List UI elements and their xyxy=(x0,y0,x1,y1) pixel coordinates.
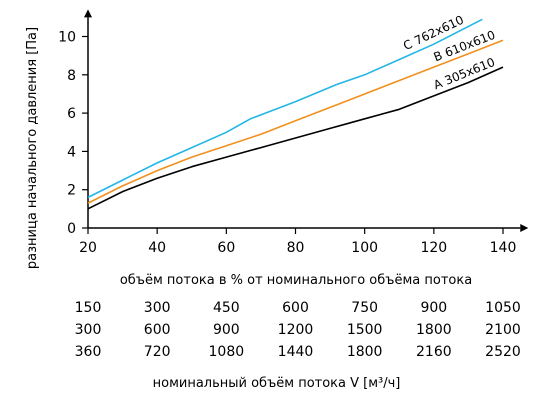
flow-cell: 450 xyxy=(212,300,240,316)
flow-cell: 1800 xyxy=(346,344,383,360)
flow-cell: 1440 xyxy=(277,344,314,360)
x-tick-label: 140 xyxy=(490,240,517,256)
flow-cell: 1200 xyxy=(277,322,314,338)
y-tick-label: 10 xyxy=(58,30,76,46)
flow-cell: 300 xyxy=(74,322,102,338)
flow-table-title: номинальный объём потока V [м³/ч] xyxy=(152,376,401,391)
chart-axes xyxy=(84,9,529,232)
nominal-flow-table: 150 300 450 600 750 900 1050 300 600 900 1200 1500… xyxy=(58,300,538,366)
y-tick-label: 2 xyxy=(67,183,76,199)
x-tick-label: 80 xyxy=(287,240,305,256)
flow-cell: 900 xyxy=(212,322,240,338)
flow-cell: 2100 xyxy=(485,322,521,338)
x-axis-ticks: 20 40 60 80 100 120 140 xyxy=(79,228,516,256)
y-axis-arrow xyxy=(84,9,92,18)
flow-cell: 720 xyxy=(143,344,171,360)
x-tick-label: 40 xyxy=(148,240,166,256)
flow-row-1: 150 300 450 600 750 900 1050 xyxy=(58,300,538,322)
chart-series xyxy=(87,18,504,210)
y-tick-label: 0 xyxy=(67,221,76,237)
x-tick-label: 20 xyxy=(79,240,97,256)
series-line-2 xyxy=(87,39,504,204)
y-axis-ticks: 0 2 4 6 8 10 xyxy=(58,30,88,237)
y-tick-label: 6 xyxy=(67,106,76,122)
x-tick-label: 100 xyxy=(351,240,378,256)
flow-cell: 1800 xyxy=(416,322,452,338)
x-tick-label: 120 xyxy=(420,240,447,256)
flow-cell: 600 xyxy=(143,322,171,338)
series-line-1 xyxy=(87,66,504,210)
y-tick-label: 8 xyxy=(67,68,76,84)
series-line-3 xyxy=(87,18,483,199)
flow-cell: 150 xyxy=(74,300,102,316)
y-tick-label: 4 xyxy=(67,144,76,160)
flow-cell: 600 xyxy=(282,300,309,316)
flow-cell: 1080 xyxy=(208,344,245,360)
flow-cell: 1500 xyxy=(346,322,383,338)
y-axis-title: разница начального давления [Па] xyxy=(25,27,40,269)
flow-cell: 300 xyxy=(143,300,171,316)
flow-row-2: 300 600 900 1200 1500 1800 2100 xyxy=(58,322,538,344)
flow-row-3: 360 720 1080 1440 1800 2160 2520 xyxy=(58,344,538,366)
x-tick-label: 60 xyxy=(217,240,235,256)
x-axis-title: объём потока в % от номинального объёма … xyxy=(120,273,472,288)
flow-cell: 900 xyxy=(420,300,448,316)
x-axis-arrow xyxy=(520,224,529,232)
flow-cell: 750 xyxy=(351,300,379,316)
flow-cell: 2160 xyxy=(416,344,452,360)
flow-cell: 2520 xyxy=(485,344,521,360)
flow-cell: 1050 xyxy=(485,300,521,316)
flow-cell: 360 xyxy=(74,344,102,360)
